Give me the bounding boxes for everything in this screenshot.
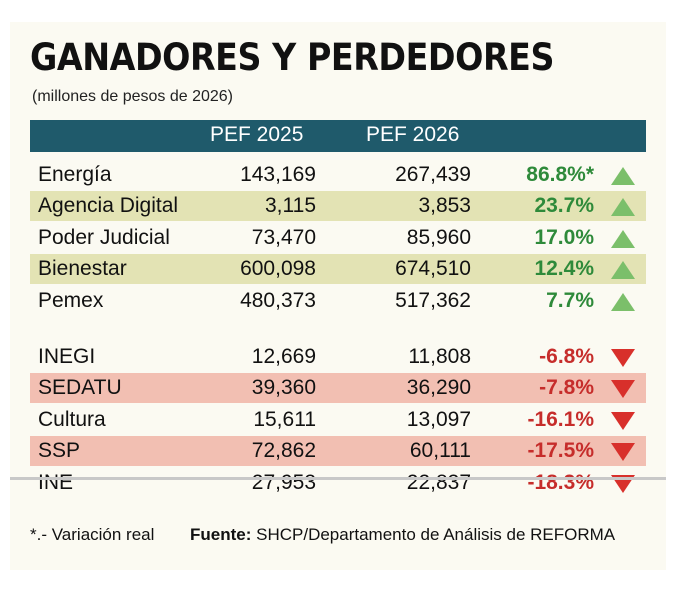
triangle-up-icon <box>610 166 636 186</box>
triangle-down-icon <box>610 348 636 368</box>
table-row: SEDATU 39,360 36,290 -7.8% <box>30 373 646 404</box>
row-change: -6.8% <box>539 345 594 368</box>
row-value-pef2025: 39,360 <box>251 376 316 400</box>
footer-divider <box>10 477 666 480</box>
triangle-up-icon <box>610 229 636 249</box>
row-change: 23.7% <box>534 194 594 218</box>
row-value-pef2025: 72,862 <box>251 439 316 463</box>
row-name: Bienestar <box>38 257 127 281</box>
row-name: Cultura <box>38 407 106 431</box>
triangle-up-icon <box>610 292 636 312</box>
row-value-pef2025: 3,115 <box>265 194 316 218</box>
table-row: Pemex 480,373 517,362 7.7% <box>30 286 646 316</box>
source-line: Fuente: SHCP/Departamento de Análisis de… <box>190 525 615 545</box>
source-text: SHCP/Departamento de Análisis de REFORMA <box>251 525 616 544</box>
row-value-pef2026: 85,960 <box>406 225 471 249</box>
row-change: 86.8%* <box>526 163 594 186</box>
row-value-pef2025: 143,169 <box>240 163 316 186</box>
table-row: Poder Judicial 73,470 85,960 17.0% <box>30 223 646 253</box>
table-row: INEGI 12,669 11,808 -6.8% <box>30 342 646 372</box>
table-row: SSP 72,862 60,111 -17.5% <box>30 436 646 467</box>
row-value-pef2025: 73,470 <box>251 225 316 249</box>
infographic-subtitle: (millones de pesos de 2026) <box>32 88 234 105</box>
row-name: Poder Judicial <box>38 225 170 249</box>
triangle-down-icon <box>610 442 636 462</box>
row-value-pef2025: 12,669 <box>251 345 316 368</box>
triangle-up-icon <box>610 260 636 280</box>
row-value-pef2026: 13,097 <box>406 407 471 431</box>
table-row: Bienestar 600,098 674,510 12.4% <box>30 254 646 285</box>
table-row: Energía 143,169 267,439 86.8%* <box>30 160 646 190</box>
row-change: 12.4% <box>534 257 594 281</box>
row-value-pef2026: 11,808 <box>408 345 471 368</box>
column-header-pef2026: PEF 2026 <box>366 123 460 146</box>
row-change: -7.8% <box>539 376 594 400</box>
row-change: -18.3% <box>527 470 594 494</box>
row-value-pef2026: 60,111 <box>409 439 471 463</box>
row-name: INE <box>38 470 74 494</box>
column-header-pef2025: PEF 2025 <box>210 123 304 146</box>
infographic-title: GANADORES Y PERDEDORES <box>30 36 554 79</box>
row-value-pef2026: 674,510 <box>395 257 471 281</box>
row-value-pef2026: 3,853 <box>418 194 471 218</box>
table-row: INE 27,953 22,837 -18.3% <box>30 468 646 498</box>
row-change: 17.0% <box>534 225 594 249</box>
table-header: PEF 2025 PEF 2026 <box>30 120 646 152</box>
triangle-down-icon <box>610 411 636 431</box>
row-name: INEGI <box>38 345 96 368</box>
row-value-pef2026: 517,362 <box>395 288 471 312</box>
row-name: SSP <box>38 439 81 463</box>
triangle-up-icon <box>610 197 636 217</box>
row-name: Agencia Digital <box>38 194 179 218</box>
row-value-pef2025: 27,953 <box>251 470 316 494</box>
row-value-pef2025: 15,611 <box>253 407 316 431</box>
source-label: Fuente: <box>190 525 252 544</box>
row-name: Pemex <box>38 288 104 312</box>
table-row: Cultura 15,611 13,097 -16.1% <box>30 405 646 435</box>
row-change: -17.5% <box>527 439 594 463</box>
row-value-pef2025: 480,373 <box>240 288 316 312</box>
row-name: SEDATU <box>38 376 122 400</box>
row-change: -16.1% <box>527 407 594 431</box>
row-change: 7.7% <box>546 288 594 312</box>
row-value-pef2026: 267,439 <box>395 163 471 186</box>
row-value-pef2025: 600,098 <box>240 257 316 281</box>
row-value-pef2026: 36,290 <box>406 376 471 400</box>
table-row: Agencia Digital 3,115 3,853 23.7% <box>30 191 646 222</box>
row-value-pef2026: 22,837 <box>406 470 471 494</box>
triangle-down-icon <box>610 379 636 399</box>
infographic-card: GANADORES Y PERDEDORES (millones de peso… <box>10 22 666 570</box>
row-name: Energía <box>38 163 112 186</box>
footnote: *.- Variación real <box>30 525 155 544</box>
